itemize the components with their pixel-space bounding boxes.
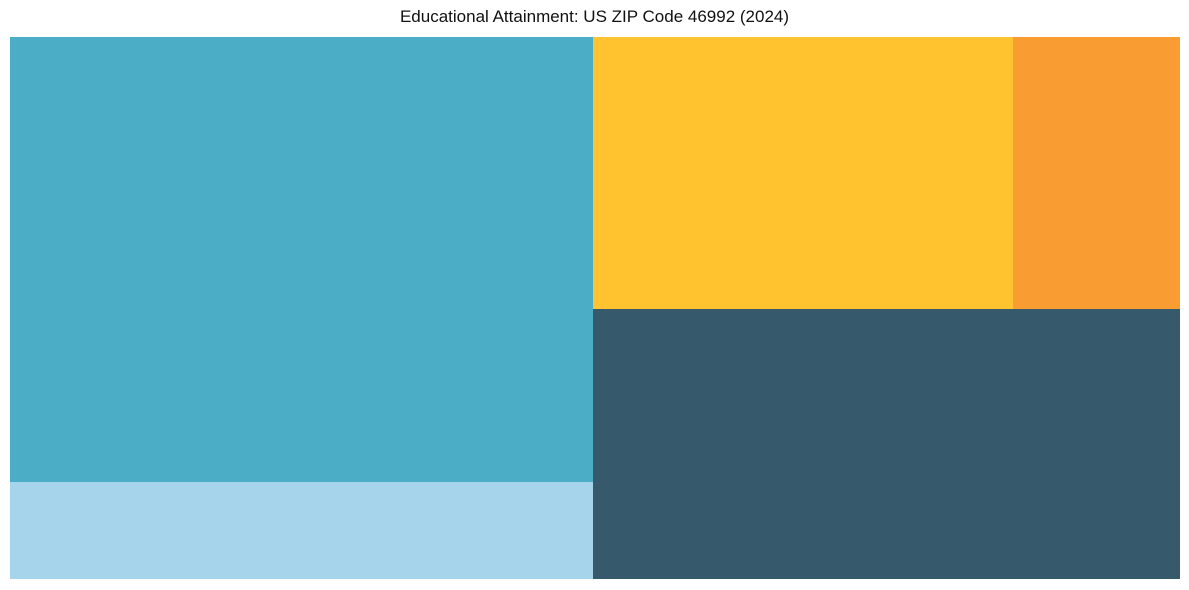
chart-title: Educational Attainment: US ZIP Code 4699… <box>399 7 790 26</box>
treemap-tile-dark-slate[interactable] <box>593 309 1180 579</box>
treemap-tile-light-blue[interactable] <box>10 482 593 579</box>
treemap-tile-orange[interactable] <box>1013 37 1180 309</box>
treemap-tile-yellow[interactable] <box>593 37 1013 309</box>
treemap-tile-teal[interactable] <box>10 37 593 482</box>
treemap-plot-area <box>10 37 1180 579</box>
